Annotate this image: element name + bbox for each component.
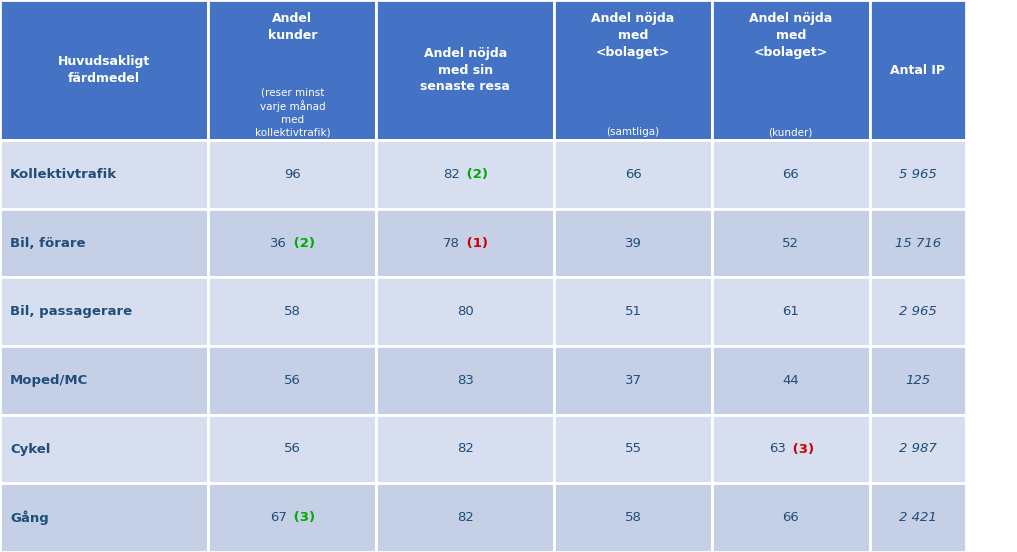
Text: 83: 83 bbox=[457, 374, 474, 387]
Bar bbox=[0, 0, 208, 140]
Bar bbox=[376, 140, 554, 209]
Text: 2 987: 2 987 bbox=[899, 443, 937, 455]
Text: 66: 66 bbox=[624, 168, 642, 181]
Text: 56: 56 bbox=[284, 374, 301, 387]
Bar bbox=[208, 277, 376, 346]
Text: 63: 63 bbox=[769, 443, 785, 455]
Text: 52: 52 bbox=[782, 236, 799, 250]
Text: Bil, förare: Bil, förare bbox=[10, 236, 85, 250]
Bar bbox=[208, 0, 376, 140]
Bar bbox=[376, 346, 554, 415]
Bar bbox=[870, 209, 966, 277]
Text: Antal IP: Antal IP bbox=[890, 63, 946, 77]
Bar bbox=[376, 277, 554, 346]
Bar bbox=[554, 209, 712, 277]
Text: 82: 82 bbox=[457, 511, 474, 524]
Bar bbox=[208, 484, 376, 552]
Bar bbox=[712, 346, 870, 415]
Bar bbox=[712, 277, 870, 346]
Text: Kollektivtrafik: Kollektivtrafik bbox=[10, 168, 117, 181]
Text: 2 965: 2 965 bbox=[899, 305, 937, 318]
Bar bbox=[554, 277, 712, 346]
Text: (2): (2) bbox=[462, 168, 488, 181]
Text: (2): (2) bbox=[290, 236, 315, 250]
Bar bbox=[870, 484, 966, 552]
Bar bbox=[870, 415, 966, 484]
Bar bbox=[870, 0, 966, 140]
Bar bbox=[208, 346, 376, 415]
Bar bbox=[208, 415, 376, 484]
Bar bbox=[0, 346, 208, 415]
Bar bbox=[554, 484, 712, 552]
Text: Moped/MC: Moped/MC bbox=[10, 374, 88, 387]
Text: 37: 37 bbox=[624, 374, 642, 387]
Text: 82: 82 bbox=[443, 168, 460, 181]
Bar bbox=[208, 140, 376, 209]
Text: (reser minst
varje månad
med
kollektivtrafik): (reser minst varje månad med kollektivtr… bbox=[254, 88, 331, 137]
Text: 55: 55 bbox=[624, 443, 642, 455]
Bar bbox=[554, 140, 712, 209]
Bar bbox=[870, 140, 966, 209]
Text: 44: 44 bbox=[782, 374, 799, 387]
Text: 67: 67 bbox=[271, 511, 287, 524]
Text: (3): (3) bbox=[290, 511, 315, 524]
Text: Andel nöjda
med
<bolaget>: Andel nöjda med <bolaget> bbox=[750, 12, 832, 59]
Bar bbox=[376, 484, 554, 552]
Text: (samtliga): (samtliga) bbox=[606, 128, 660, 137]
Bar bbox=[0, 415, 208, 484]
Text: 61: 61 bbox=[782, 305, 799, 318]
Text: 58: 58 bbox=[284, 305, 301, 318]
Text: 2 421: 2 421 bbox=[899, 511, 937, 524]
Text: Bil, passagerare: Bil, passagerare bbox=[10, 305, 132, 318]
Text: (kunder): (kunder) bbox=[769, 128, 813, 137]
Text: (3): (3) bbox=[787, 443, 814, 455]
Text: Andel nöjda
med
<bolaget>: Andel nöjda med <bolaget> bbox=[592, 12, 674, 59]
Bar bbox=[376, 209, 554, 277]
Bar bbox=[554, 415, 712, 484]
Bar bbox=[712, 209, 870, 277]
Bar bbox=[712, 140, 870, 209]
Bar bbox=[0, 484, 208, 552]
Bar bbox=[712, 0, 870, 140]
Bar bbox=[0, 140, 208, 209]
Text: 80: 80 bbox=[457, 305, 474, 318]
Bar bbox=[208, 209, 376, 277]
Text: Gång: Gång bbox=[10, 511, 49, 525]
Bar bbox=[870, 277, 966, 346]
Bar bbox=[376, 415, 554, 484]
Bar bbox=[554, 0, 712, 140]
Text: (1): (1) bbox=[462, 236, 488, 250]
Bar bbox=[0, 209, 208, 277]
Text: 56: 56 bbox=[284, 443, 301, 455]
Text: 15 716: 15 716 bbox=[895, 236, 941, 250]
Text: 66: 66 bbox=[782, 168, 799, 181]
Bar bbox=[712, 415, 870, 484]
Text: 51: 51 bbox=[624, 305, 642, 318]
Text: Andel nöjda
med sin
senaste resa: Andel nöjda med sin senaste resa bbox=[420, 46, 511, 93]
Text: 5 965: 5 965 bbox=[899, 168, 937, 181]
Text: Huvudsakligt
färdmedel: Huvudsakligt färdmedel bbox=[58, 55, 151, 85]
Text: 58: 58 bbox=[624, 511, 642, 524]
Text: 82: 82 bbox=[457, 443, 474, 455]
Bar bbox=[0, 277, 208, 346]
Text: Cykel: Cykel bbox=[10, 443, 51, 455]
Bar bbox=[376, 0, 554, 140]
Text: 125: 125 bbox=[905, 374, 931, 387]
Text: 36: 36 bbox=[271, 236, 287, 250]
Text: 39: 39 bbox=[624, 236, 642, 250]
Bar bbox=[712, 484, 870, 552]
Text: 78: 78 bbox=[443, 236, 460, 250]
Bar bbox=[554, 346, 712, 415]
Bar bbox=[870, 346, 966, 415]
Text: Andel
kunder: Andel kunder bbox=[267, 12, 317, 42]
Text: 96: 96 bbox=[284, 168, 301, 181]
Text: 66: 66 bbox=[782, 511, 799, 524]
